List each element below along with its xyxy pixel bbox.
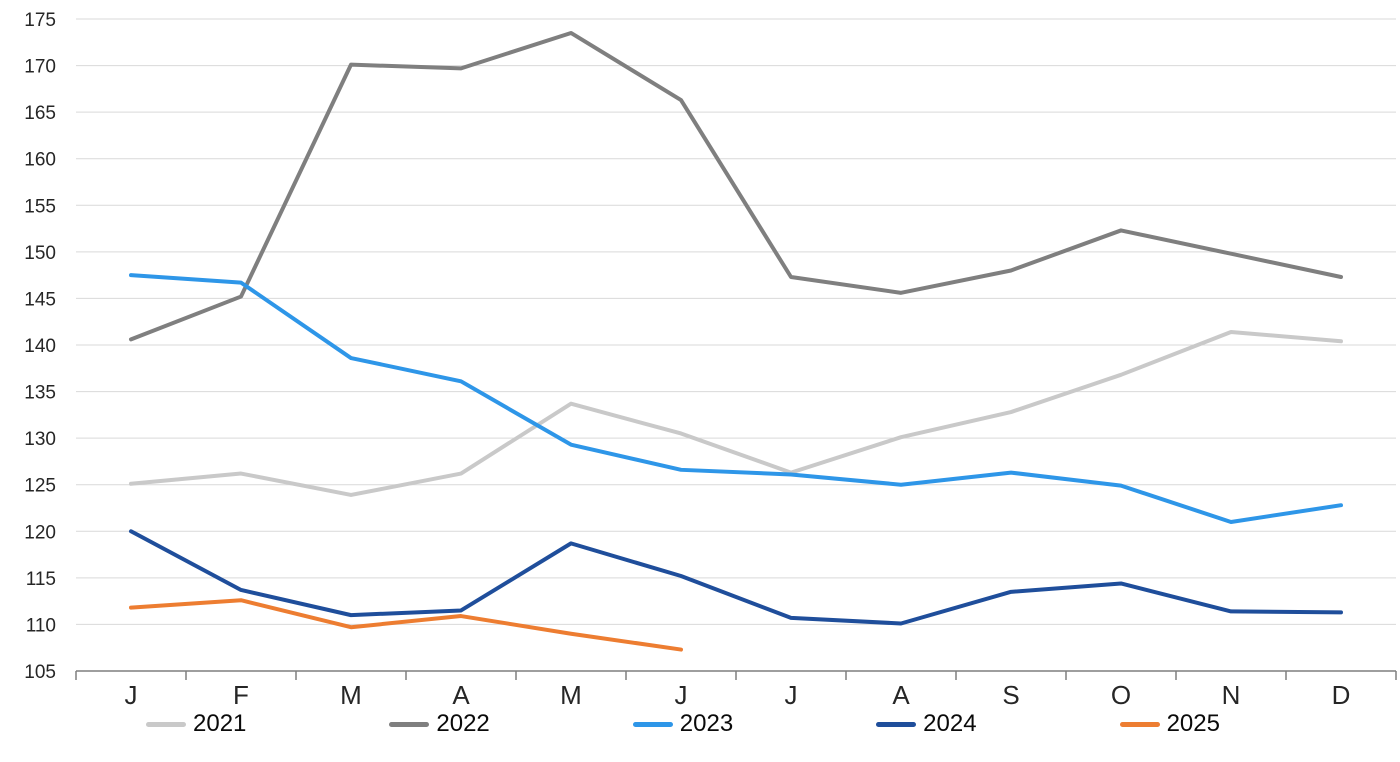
legend-label-2022: 2022 <box>436 710 490 737</box>
x-axis-label: J <box>785 680 798 710</box>
x-axis-label: J <box>675 680 688 710</box>
x-axis-label: J <box>125 680 138 710</box>
series-line-2021 <box>129 329 1343 497</box>
y-tick-label: 125 <box>24 476 56 497</box>
x-axis-label: O <box>1111 680 1131 710</box>
legend-item-2022: 2022 <box>389 710 490 737</box>
legend-swatch-2023 <box>632 721 673 727</box>
legend-label-2024: 2024 <box>923 710 977 737</box>
legend-swatch-2021 <box>146 721 186 727</box>
x-axis-label: A <box>892 680 910 710</box>
x-axis-label: M <box>560 680 582 710</box>
y-tick-label: 140 <box>24 336 56 357</box>
legend-item-2024: 2024 <box>876 710 977 737</box>
y-tick-label: 150 <box>24 243 56 264</box>
series-line-2022 <box>129 30 1343 342</box>
legend-label-2021: 2021 <box>193 710 247 737</box>
legend-label-2025: 2025 <box>1166 710 1220 737</box>
y-tick-label: 115 <box>26 569 56 590</box>
y-tick-label: 130 <box>24 429 56 450</box>
y-tick-label: 135 <box>24 383 56 404</box>
y-tick-label: 160 <box>24 150 56 171</box>
x-axis-label: A <box>452 680 470 710</box>
legend-item-2023: 2023 <box>632 710 734 737</box>
legend-item-2025: 2025 <box>1119 710 1220 737</box>
y-tick-label: 165 <box>24 103 56 124</box>
series-line-2024 <box>129 529 1343 626</box>
legend-item-2021: 2021 <box>146 712 246 736</box>
y-tick-label: 120 <box>24 522 56 543</box>
x-axis-label: S <box>1002 680 1019 710</box>
y-tick-label: 170 <box>24 57 56 78</box>
y-tick-label: 145 <box>24 289 56 310</box>
y-tick-label: 105 <box>24 662 56 683</box>
x-axis-label: F <box>233 680 249 710</box>
x-axis-label: D <box>1332 680 1351 710</box>
legend-swatch-2025 <box>1119 721 1160 727</box>
series-line-2025 <box>129 598 683 652</box>
y-tick-label: 110 <box>26 615 56 636</box>
legend-swatch-2024 <box>876 721 917 727</box>
y-tick-label: 155 <box>24 196 56 217</box>
x-axis-label: M <box>340 680 362 710</box>
series-line-2023 <box>129 273 1343 524</box>
chart-legend: 2021 2022 2023 2024 2025 <box>146 712 1220 736</box>
x-axis-label: N <box>1222 680 1241 710</box>
legend-label-2023: 2023 <box>679 710 734 737</box>
legend-swatch-2022 <box>389 721 430 727</box>
y-tick-label: 175 <box>24 10 56 31</box>
